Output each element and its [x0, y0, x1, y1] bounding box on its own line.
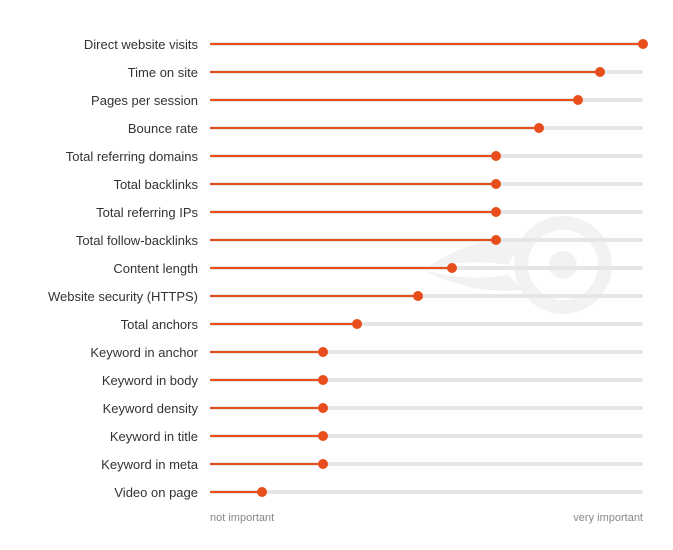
value-marker: [413, 291, 423, 301]
value-marker: [318, 459, 328, 469]
chart-row: Total backlinks: [30, 170, 643, 198]
row-label: Time on site: [30, 65, 210, 80]
track-fill: [210, 351, 323, 353]
row-track: [210, 478, 643, 506]
track-fill: [210, 323, 357, 325]
chart-rows: Direct website visits Time on site Pages p…: [30, 30, 643, 506]
row-label: Keyword density: [30, 401, 210, 416]
row-track: [210, 86, 643, 114]
row-track: [210, 310, 643, 338]
value-marker: [491, 207, 501, 217]
axis-max-label: very important: [573, 512, 643, 524]
value-marker: [491, 179, 501, 189]
row-track: [210, 450, 643, 478]
track-fill: [210, 183, 496, 185]
value-marker: [318, 347, 328, 357]
value-marker: [318, 375, 328, 385]
row-track: [210, 30, 643, 58]
chart-row: Video on page: [30, 478, 643, 506]
chart-row: Keyword in meta: [30, 450, 643, 478]
row-track: [210, 58, 643, 86]
row-track: [210, 142, 643, 170]
row-label: Total referring IPs: [30, 205, 210, 220]
value-marker: [491, 151, 501, 161]
row-track: [210, 226, 643, 254]
row-track: [210, 394, 643, 422]
track-fill: [210, 211, 496, 213]
row-label: Total backlinks: [30, 177, 210, 192]
row-label: Keyword in body: [30, 373, 210, 388]
axis-min-label: not important: [210, 512, 274, 524]
value-marker: [447, 263, 457, 273]
chart-row: Keyword in body: [30, 366, 643, 394]
chart-row: Pages per session: [30, 86, 643, 114]
row-label: Video on page: [30, 485, 210, 500]
track-fill: [210, 435, 323, 437]
row-label: Bounce rate: [30, 121, 210, 136]
track-fill: [210, 43, 643, 45]
row-track: [210, 198, 643, 226]
track-fill: [210, 127, 539, 129]
chart-row: Website security (HTTPS): [30, 282, 643, 310]
row-label: Direct website visits: [30, 37, 210, 52]
track-fill: [210, 99, 578, 101]
chart-row: Total referring domains: [30, 142, 643, 170]
row-label: Keyword in meta: [30, 457, 210, 472]
chart-row: Time on site: [30, 58, 643, 86]
row-label: Total follow-backlinks: [30, 233, 210, 248]
row-track: [210, 366, 643, 394]
value-marker: [573, 95, 583, 105]
track-fill: [210, 71, 600, 73]
row-label: Website security (HTTPS): [30, 289, 210, 304]
chart-row: Total follow-backlinks: [30, 226, 643, 254]
row-track: [210, 114, 643, 142]
row-track: [210, 254, 643, 282]
row-label: Total referring domains: [30, 149, 210, 164]
axis-labels: not important very important: [30, 512, 643, 524]
row-label: Pages per session: [30, 93, 210, 108]
chart-row: Content length: [30, 254, 643, 282]
chart-row: Total anchors: [30, 310, 643, 338]
chart-row: Direct website visits: [30, 30, 643, 58]
row-label: Keyword in anchor: [30, 345, 210, 360]
value-marker: [257, 487, 267, 497]
track-fill: [210, 239, 496, 241]
value-marker: [491, 235, 501, 245]
track-fill: [210, 491, 262, 493]
row-track: [210, 282, 643, 310]
track-fill: [210, 379, 323, 381]
track-background: [210, 490, 643, 494]
row-label: Content length: [30, 261, 210, 276]
track-fill: [210, 463, 323, 465]
chart-row: Keyword in title: [30, 422, 643, 450]
ranking-factors-chart: Direct website visits Time on site Pages p…: [0, 0, 673, 550]
value-marker: [318, 403, 328, 413]
row-label: Keyword in title: [30, 429, 210, 444]
value-marker: [318, 431, 328, 441]
chart-row: Bounce rate: [30, 114, 643, 142]
row-label: Total anchors: [30, 317, 210, 332]
track-fill: [210, 267, 452, 269]
row-track: [210, 422, 643, 450]
track-fill: [210, 155, 496, 157]
chart-row: Total referring IPs: [30, 198, 643, 226]
value-marker: [595, 67, 605, 77]
track-fill: [210, 295, 418, 297]
chart-row: Keyword in anchor: [30, 338, 643, 366]
value-marker: [534, 123, 544, 133]
track-fill: [210, 407, 323, 409]
chart-row: Keyword density: [30, 394, 643, 422]
row-track: [210, 170, 643, 198]
row-track: [210, 338, 643, 366]
value-marker: [352, 319, 362, 329]
value-marker: [638, 39, 648, 49]
